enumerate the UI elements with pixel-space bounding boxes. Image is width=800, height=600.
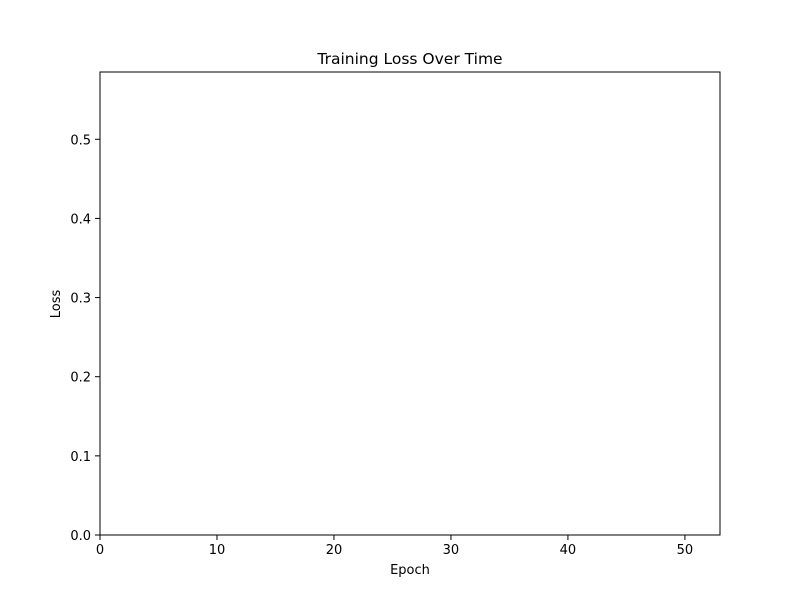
y-tick-label: 0.5 — [70, 133, 91, 148]
y-tick-label: 0.4 — [70, 212, 91, 227]
y-axis-label: Loss — [49, 290, 64, 319]
y-axis-ticks: 0.0 0.1 0.2 0.3 0.4 0.5 — [70, 133, 100, 544]
y-tick-label: 0.1 — [70, 450, 91, 465]
x-tick-label: 0 — [96, 543, 104, 558]
plot-area — [99, 71, 721, 536]
x-tick-label: 40 — [560, 543, 577, 558]
x-tick-label: 30 — [443, 543, 460, 558]
y-tick-label: 0.3 — [70, 292, 91, 307]
y-tick-label: 0.2 — [70, 371, 91, 386]
x-tick-label: 50 — [677, 543, 694, 558]
x-tick-label: 10 — [209, 543, 226, 558]
x-tick-label: 20 — [326, 543, 343, 558]
x-axis-ticks: 0 10 20 30 40 50 — [96, 535, 693, 558]
x-axis-label: Epoch — [390, 563, 430, 578]
chart-title: Training Loss Over Time — [316, 50, 502, 68]
y-tick-label: 0.0 — [70, 529, 91, 544]
